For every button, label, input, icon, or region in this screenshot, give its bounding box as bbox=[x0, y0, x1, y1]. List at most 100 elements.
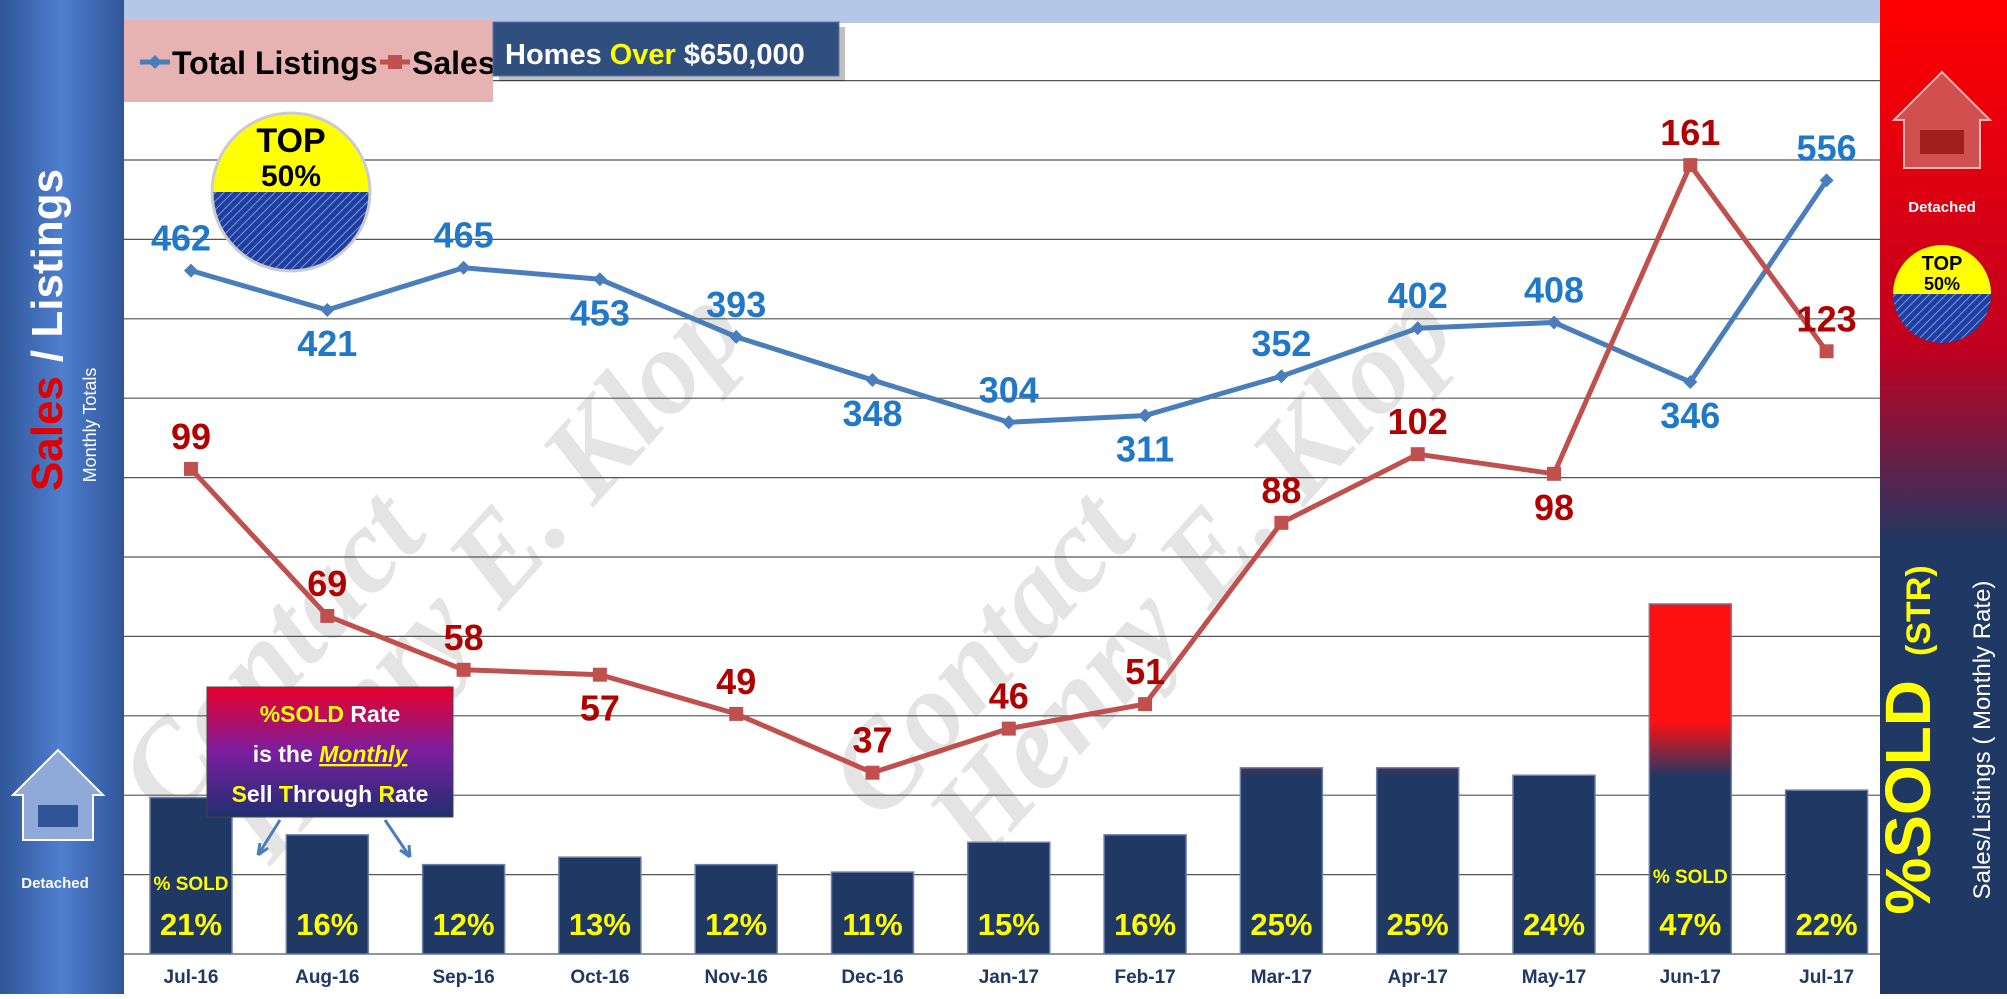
bar-value-label: 12% bbox=[433, 907, 495, 942]
bar-value-label: 13% bbox=[569, 907, 631, 942]
bar bbox=[967, 841, 1051, 955]
callout-line: Sell Through Rate bbox=[232, 781, 429, 807]
bar bbox=[830, 871, 915, 955]
right-title: %SOLD (STR) bbox=[1872, 565, 1944, 914]
legend-entries: Total Listings Sales bbox=[140, 45, 496, 81]
point bbox=[1001, 415, 1016, 430]
point-label: 49 bbox=[716, 661, 756, 702]
subtitle-part: Over bbox=[610, 39, 676, 71]
bar bbox=[149, 796, 233, 955]
point bbox=[729, 329, 744, 344]
bar-note: % SOLD bbox=[154, 874, 229, 895]
point bbox=[1274, 369, 1289, 384]
point-label: 393 bbox=[706, 284, 766, 325]
legend-label: Total Listings bbox=[172, 45, 378, 81]
point bbox=[592, 667, 607, 682]
callout-text: %SOLD Rate is the Monthly Sell Through R… bbox=[232, 701, 429, 807]
x-tick-label: Jan-17 bbox=[979, 967, 1039, 988]
badge-text: 50% bbox=[261, 160, 321, 193]
point bbox=[1547, 466, 1561, 481]
point bbox=[865, 765, 880, 780]
x-tick-label: Dec-16 bbox=[841, 967, 903, 988]
left-subtitle: Monthly Totals bbox=[80, 368, 100, 483]
point-label: 99 bbox=[171, 416, 211, 457]
bar bbox=[285, 834, 370, 955]
point bbox=[1819, 173, 1834, 188]
badge-text: TOP bbox=[256, 122, 325, 160]
point bbox=[1547, 315, 1561, 330]
callout-part: Monthly bbox=[319, 741, 408, 767]
badge: TOP 50% bbox=[210, 111, 372, 273]
callout-part: %SOLD bbox=[260, 701, 344, 727]
left-title-part: / Listings bbox=[23, 169, 72, 362]
top-band bbox=[124, 0, 1880, 23]
badge: TOP 50% bbox=[1893, 245, 1991, 343]
callout-part: S bbox=[232, 781, 247, 807]
legend-label: Sales bbox=[412, 45, 496, 81]
point-label: 346 bbox=[1660, 395, 1720, 436]
bar bbox=[1512, 774, 1596, 955]
callout-box bbox=[206, 686, 454, 818]
point bbox=[1410, 447, 1425, 462]
left-panel bbox=[0, 0, 124, 994]
house-icon bbox=[1891, 70, 1993, 169]
bar-value-label: 22% bbox=[1796, 907, 1858, 942]
subtitle-part: Homes bbox=[505, 39, 602, 71]
point bbox=[1683, 158, 1698, 173]
point-label: 408 bbox=[1524, 269, 1584, 310]
house-icon bbox=[10, 748, 106, 841]
callout-part: R bbox=[379, 781, 396, 807]
x-tick-label: Mar-17 bbox=[1251, 967, 1312, 988]
callout-part: ell bbox=[247, 781, 279, 807]
house-label: Detached bbox=[1908, 199, 1976, 216]
bar-value-label: 24% bbox=[1523, 907, 1585, 942]
point-label: 88 bbox=[1261, 470, 1301, 511]
point-label: 421 bbox=[297, 323, 357, 364]
point-label: 465 bbox=[434, 215, 494, 256]
point-label: 161 bbox=[1660, 112, 1720, 153]
point bbox=[592, 272, 607, 287]
x-tick-label: Jul-16 bbox=[164, 967, 219, 988]
point bbox=[1819, 344, 1834, 359]
x-tick-label: Feb-17 bbox=[1114, 967, 1175, 988]
point-label: 311 bbox=[1116, 429, 1174, 470]
right-title-part: %SOLD bbox=[1872, 680, 1944, 915]
right-title-part: (STR) bbox=[1900, 565, 1938, 656]
plot: 21% 16% 12% 13% 12% 11% 15% 16% 25% 25% 24% 47% 22%%… bbox=[149, 112, 1869, 988]
point-label: 69 bbox=[307, 563, 347, 604]
point-label: 304 bbox=[979, 369, 1039, 410]
house-label: Detached bbox=[21, 875, 89, 892]
callout-arrows bbox=[256, 819, 412, 859]
x-tick-label: Sep-16 bbox=[432, 967, 494, 988]
bar bbox=[1103, 834, 1187, 955]
point-label: 123 bbox=[1797, 298, 1857, 339]
point-label: 46 bbox=[989, 676, 1029, 717]
x-tick-label: Oct-16 bbox=[570, 967, 629, 988]
x-tick-label: Apr-17 bbox=[1388, 967, 1448, 988]
point-label: 348 bbox=[842, 393, 902, 434]
x-tick-label: Jul-17 bbox=[1799, 967, 1854, 988]
bar bbox=[421, 863, 506, 955]
bar bbox=[1239, 767, 1324, 955]
bar-value-label: 15% bbox=[978, 907, 1040, 942]
point-label: 462 bbox=[151, 218, 211, 259]
bar-note: % SOLD bbox=[1653, 867, 1728, 888]
point-label: 352 bbox=[1251, 323, 1311, 364]
point bbox=[184, 461, 198, 476]
point-label: 58 bbox=[444, 617, 484, 658]
point bbox=[1274, 515, 1289, 530]
x-tick-label: May-17 bbox=[1522, 967, 1586, 988]
bar-value-label: 21% bbox=[160, 907, 222, 942]
callout-part: Rate bbox=[344, 701, 400, 727]
legend-marker bbox=[388, 55, 402, 69]
bar-value-label: 12% bbox=[705, 907, 767, 942]
callout-line: is the Monthly bbox=[253, 741, 409, 767]
x-tick-label: Nov-16 bbox=[705, 967, 768, 988]
point bbox=[1001, 721, 1016, 736]
point bbox=[184, 263, 198, 278]
badge-text: 50% bbox=[1924, 274, 1960, 294]
left-title-part: Sales bbox=[23, 376, 72, 491]
bar-value-label: 16% bbox=[296, 907, 358, 942]
